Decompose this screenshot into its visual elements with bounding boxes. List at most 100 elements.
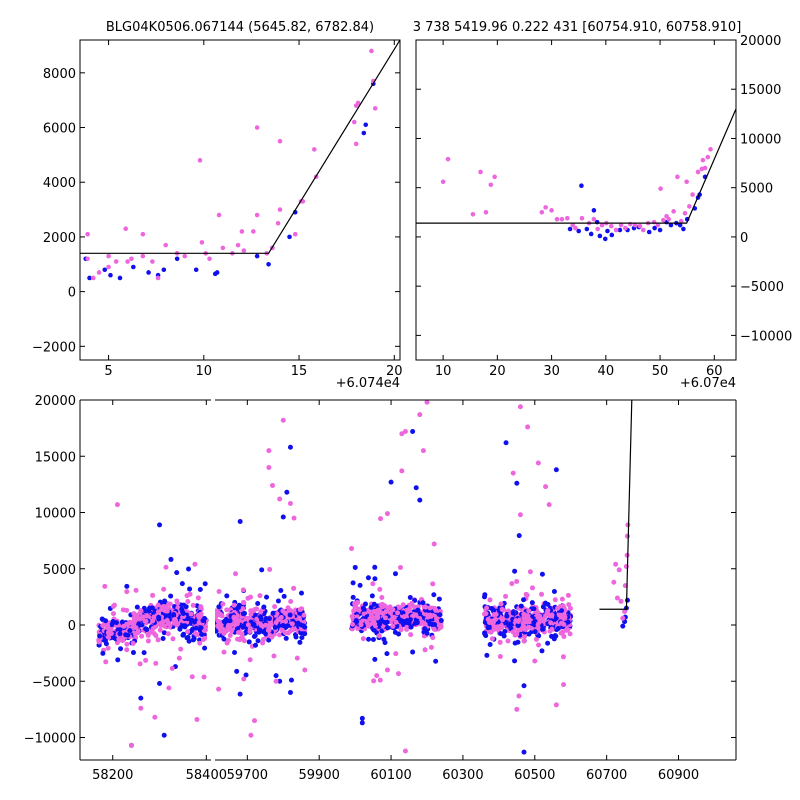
bottom-cluster-point-0 [107, 627, 113, 633]
bottom-x-tick-label: 60300 [442, 768, 483, 783]
bottom-cluster-point-3 [556, 612, 562, 618]
bottom-cluster-point-2 [391, 614, 397, 620]
bottom-cluster-point-2 [364, 620, 370, 626]
bottom-cluster-point-2 [433, 658, 439, 664]
tl-point-series-1 [96, 270, 102, 275]
tr-point-series-1 [682, 210, 688, 216]
bottom-cluster-point-2 [420, 600, 426, 606]
bottom-cluster-point-3 [515, 622, 521, 628]
bottom-cluster-point-2 [379, 594, 385, 600]
bottom-cluster-point-1 [298, 590, 304, 596]
bottom-cluster-point-1 [267, 566, 273, 572]
bottom-cluster-point-2 [407, 594, 413, 600]
bottom-outlier-point [521, 683, 527, 689]
bottom-cluster-point-0 [168, 556, 174, 562]
bottom-frame [79, 399, 737, 761]
bottom-cluster-point-3 [537, 613, 543, 619]
bottom-cluster-point-0 [203, 624, 209, 630]
bottom-outlier-point [553, 467, 559, 473]
bottom-outlier-point [277, 496, 283, 502]
bottom-cluster-point-3 [565, 592, 571, 598]
tl-y-tick-label: 6000 [43, 122, 76, 137]
tr-point-series-1 [705, 154, 711, 160]
bottom-cluster-point-2 [378, 619, 384, 625]
tr-model-line [416, 108, 736, 224]
bottom-cluster-point-0 [155, 637, 161, 643]
tr-point-series-1 [579, 215, 585, 221]
bottom-cluster-point-2 [431, 592, 437, 598]
bottom-cluster-point-1 [261, 604, 267, 610]
bottom-cluster-point-3 [489, 605, 495, 611]
bottom-late-point [624, 533, 630, 539]
bottom-cluster-point-1 [248, 611, 254, 617]
bottom-cluster-point-2 [371, 678, 377, 684]
bottom-cluster-point-2 [396, 671, 402, 677]
bottom-cluster-point-3 [482, 592, 488, 598]
bottom-cluster-point-2 [379, 628, 385, 634]
bottom-cluster-point-1 [287, 612, 293, 618]
bottom-cluster-point-0 [163, 604, 169, 610]
bottom-outlier-point [291, 515, 297, 521]
bottom-cluster-point-1 [270, 610, 276, 616]
bottom-cluster-point-3 [514, 579, 520, 585]
bottom-cluster-point-0 [124, 589, 130, 595]
tr-point-series-0 [681, 226, 686, 232]
tl-point-series-1 [150, 259, 155, 264]
bottom-model-line [599, 400, 633, 610]
bottom-cluster-point-3 [552, 633, 558, 639]
bottom-cluster-point-2 [428, 613, 434, 619]
bottom-cluster-point-2 [422, 626, 428, 632]
bottom-outlier-point [269, 483, 275, 488]
bottom-cluster-point-1 [257, 614, 263, 620]
tr-x-tick-label: 10 [435, 364, 452, 379]
bottom-cluster-point-0 [172, 616, 178, 622]
bottom-cluster-point-0 [161, 586, 167, 592]
bottom-late-point [611, 579, 617, 585]
tl-point-series-1 [106, 264, 111, 270]
bottom-outlier-point [302, 667, 308, 673]
bottom-cluster-point-3 [522, 633, 528, 639]
bottom-outlier-point [194, 717, 200, 722]
tr-point-series-1 [565, 215, 570, 221]
bottom-outlier-point [114, 502, 120, 508]
bottom-cluster-point-2 [407, 606, 413, 612]
bottom-cluster-point-0 [171, 611, 177, 617]
bottom-cluster-point-3 [555, 605, 561, 611]
top-right-x-offset-label: +6.07e4 [680, 376, 736, 391]
bottom-cluster-point-2 [350, 594, 356, 600]
tr-y-tick-label: −10000 [740, 329, 792, 344]
bottom-cluster-point-2 [422, 647, 428, 653]
bottom-panel: −10000 −5000 0 5000 10000 15000 20000 58200 5840… [24, 394, 737, 783]
bottom-cluster-point-3 [499, 624, 505, 630]
bottom-cluster-point-2 [376, 633, 382, 639]
tl-point-series-0 [146, 270, 151, 275]
tr-point-series-1 [488, 182, 494, 188]
bottom-cluster-point-2 [355, 607, 361, 613]
bottom-cluster-point-1 [240, 587, 246, 593]
bottom-cluster-point-1 [288, 599, 294, 605]
bottom-cluster-point-3 [501, 633, 507, 639]
bottom-cluster-point-3 [535, 621, 541, 627]
bottom-cluster-point-3 [484, 605, 490, 611]
tl-model-line [80, 40, 400, 254]
bottom-cluster-point-2 [366, 636, 372, 642]
bottom-cluster-point-2 [430, 635, 436, 641]
bottom-cluster-point-3 [521, 611, 527, 617]
bottom-cluster-point-3 [516, 533, 522, 539]
bottom-cluster-point-2 [431, 626, 437, 632]
bottom-cluster-point-3 [535, 625, 541, 631]
tr-y-tick-label: 15000 [740, 83, 781, 98]
tr-point-series-0 [652, 225, 657, 231]
bottom-cluster-point-2 [371, 609, 377, 615]
bottom-cluster-point-0 [161, 630, 167, 636]
bottom-cluster-point-1 [267, 632, 273, 638]
tr-x-tick-label: 40 [598, 364, 615, 379]
bottom-cluster-point-2 [370, 581, 376, 587]
bottom-cluster-point-3 [539, 571, 545, 577]
bottom-cluster-point-1 [220, 601, 226, 607]
bottom-late-point [624, 552, 630, 558]
bottom-cluster-point-1 [254, 616, 260, 622]
bottom-late-point [613, 561, 619, 567]
bottom-outlier-point [413, 485, 419, 491]
